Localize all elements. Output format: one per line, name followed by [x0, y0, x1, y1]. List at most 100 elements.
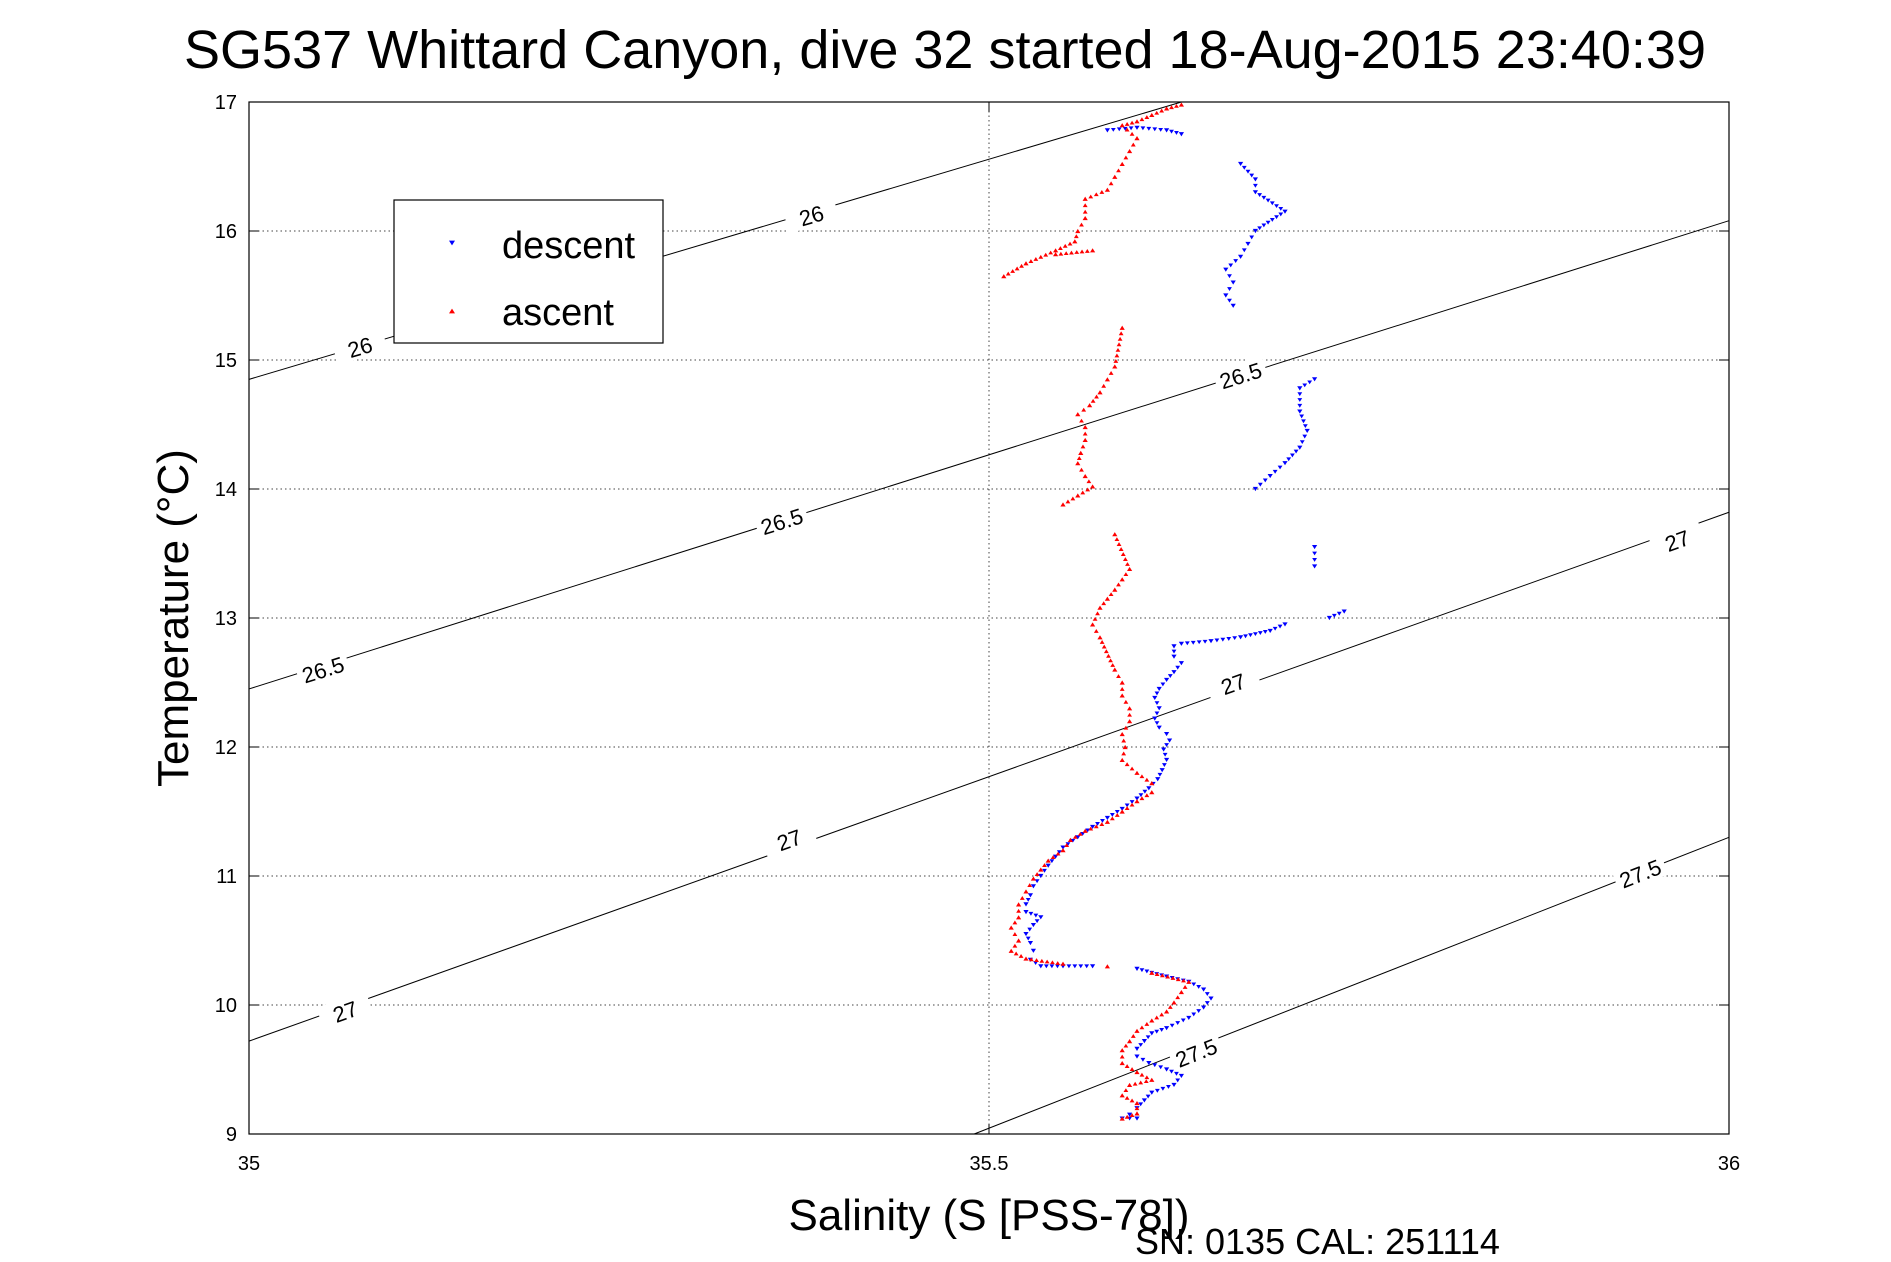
descent-point: [1297, 445, 1303, 450]
descent-point: [1282, 622, 1288, 627]
ascent-point: [1099, 190, 1105, 194]
descent-point: [1336, 611, 1342, 616]
ascent-point: [1124, 1114, 1130, 1119]
descent-point: [1286, 457, 1292, 462]
descent-point: [1049, 859, 1055, 864]
ascent-point: [1082, 425, 1088, 430]
x-tick-label: 35.5: [970, 1153, 1009, 1175]
descent-point: [1164, 677, 1170, 682]
ascent-point: [1134, 119, 1140, 124]
ascent-point: [1123, 699, 1129, 704]
descent-point: [1178, 1073, 1184, 1079]
descent-point: [1056, 850, 1062, 855]
descent-point: [1104, 815, 1110, 821]
descent-point: [1267, 474, 1273, 479]
ascent-point: [1027, 883, 1033, 887]
ascent-point: [1129, 766, 1135, 771]
descent-point: [1171, 644, 1177, 649]
ascent-point: [1064, 843, 1070, 847]
ascent-point: [1186, 979, 1192, 984]
density-contour-27.5: [974, 836, 1730, 1135]
ascent-point: [1114, 353, 1120, 358]
ascent-point: [1087, 403, 1093, 408]
descent-point: [1341, 609, 1347, 614]
ascent-point: [1127, 1082, 1133, 1088]
ascent-point: [1119, 577, 1125, 582]
descent-point: [1232, 636, 1238, 641]
legend-label-ascent: ascent: [502, 292, 614, 334]
ascent-point: [1010, 269, 1016, 273]
legend-label-descent: descent: [502, 225, 636, 267]
ascent-point: [1104, 187, 1110, 192]
ascent-point: [1129, 131, 1135, 136]
descent-point: [1249, 235, 1255, 240]
ascent-point: [1119, 325, 1125, 330]
ascent-point: [1115, 347, 1121, 352]
ascent-point: [1129, 1113, 1135, 1117]
descent-point: [1312, 377, 1318, 382]
descent-point: [1152, 1063, 1158, 1068]
descent-point: [1141, 1039, 1147, 1044]
ascent-point: [1086, 479, 1092, 484]
descent-point: [1152, 695, 1158, 701]
ascent-point: [1130, 1034, 1136, 1038]
ascent-point: [1149, 790, 1155, 795]
descent-point: [1265, 220, 1271, 225]
y-tick-label: 10: [215, 995, 237, 1017]
ascent-point: [1125, 562, 1130, 566]
descent-point: [1138, 1102, 1144, 1107]
ascent-point: [1028, 957, 1034, 962]
descent-point: [1241, 165, 1247, 170]
legend-marker-ascent: [449, 308, 455, 314]
ascent-point: [1174, 103, 1179, 108]
ascent-point: [1075, 493, 1081, 498]
descent-point: [1257, 226, 1263, 231]
descent-point: [1084, 964, 1090, 969]
descent-point: [1204, 992, 1210, 996]
density-contour-27: [248, 511, 1730, 1042]
ascent-point: [1039, 958, 1045, 963]
ascent-point: [1122, 557, 1128, 561]
ascent-point: [1119, 693, 1125, 698]
ascent-point: [1138, 1080, 1144, 1085]
descent-point: [1134, 125, 1140, 130]
ascent-point: [1134, 1070, 1140, 1075]
descent-point: [1140, 1057, 1146, 1062]
descent-point: [1277, 465, 1283, 470]
descent-point: [1134, 1054, 1140, 1059]
descent-point: [1023, 902, 1029, 907]
ascent-point: [1119, 161, 1125, 166]
descent-point: [1025, 897, 1031, 902]
ascent-point: [1110, 663, 1116, 667]
descent-point: [1134, 1116, 1140, 1121]
descent-point: [1265, 198, 1271, 203]
ascent-point: [1139, 1072, 1145, 1077]
ascent-point: [1033, 257, 1039, 261]
descent-point: [1272, 626, 1278, 631]
ascent-point: [1116, 168, 1121, 173]
descent-point: [1312, 564, 1318, 569]
ascent-point: [1082, 431, 1088, 436]
descent-point: [1154, 701, 1160, 706]
descent-point: [1274, 204, 1279, 209]
ascent-point: [1134, 136, 1140, 141]
ascent-point: [1094, 394, 1099, 399]
ascent-point: [1058, 251, 1064, 256]
descent-point: [1282, 461, 1288, 466]
ascent-point: [1038, 867, 1044, 872]
descent-point: [1110, 127, 1116, 132]
ascent-point: [1082, 209, 1088, 214]
descent-point: [1027, 893, 1034, 898]
ascent-point: [1104, 819, 1110, 824]
ascent-point: [1092, 616, 1098, 621]
ascent-point: [1171, 1000, 1177, 1005]
ascent-point: [1090, 622, 1096, 627]
ascent-point: [1178, 990, 1184, 995]
descent-point: [1174, 131, 1179, 135]
descent-point: [1159, 768, 1165, 773]
descent-point: [1085, 828, 1091, 833]
ascent-point: [1124, 762, 1130, 767]
descent-point: [1027, 941, 1034, 946]
descent-point: [1302, 424, 1308, 429]
